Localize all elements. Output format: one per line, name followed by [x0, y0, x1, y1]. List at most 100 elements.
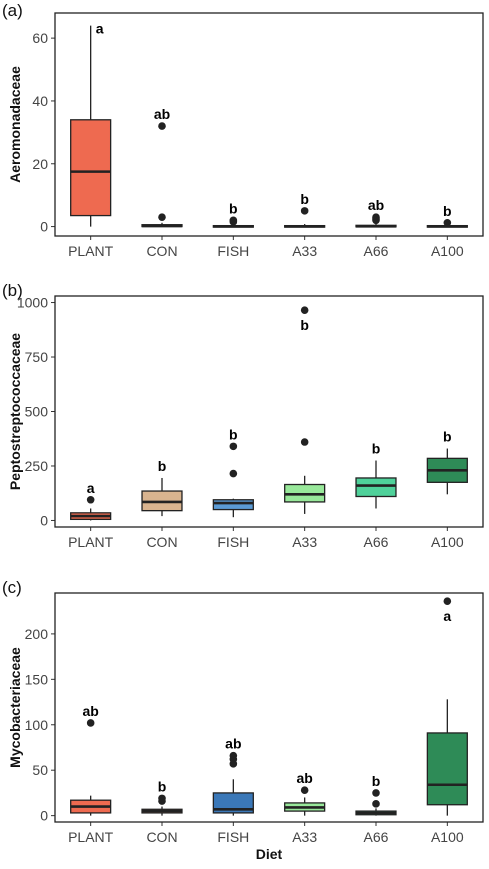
box-a66: b [355, 441, 397, 509]
box-fish: b [212, 200, 254, 228]
y-tick-label: 50 [32, 762, 48, 778]
y-axis-label: Mycobacteriaceae [7, 647, 23, 768]
box-body [212, 499, 254, 511]
x-tick-label: CON [146, 534, 177, 550]
y-tick-label: 500 [25, 404, 49, 420]
box-a100: a [426, 597, 468, 816]
x-tick-label: A33 [292, 829, 317, 845]
x-tick-label: A100 [431, 243, 464, 259]
box-body [355, 477, 397, 498]
x-tick-label: CON [146, 829, 177, 845]
outlier-point [300, 786, 309, 794]
y-axis-label: Aeromonadaceae [7, 66, 23, 183]
x-tick-label: A66 [364, 243, 389, 259]
outlier-point [86, 495, 95, 504]
panel-label: (c) [2, 578, 22, 597]
plot-frame [54, 12, 484, 237]
outlier-point [158, 794, 166, 803]
box-con: ab [141, 106, 183, 228]
outlier-point [443, 219, 452, 227]
y-tick-label: 60 [32, 30, 48, 46]
significance-label: a [96, 21, 104, 37]
box-a33: ab [284, 770, 326, 816]
outlier-point [158, 122, 166, 130]
y-tick-label: 0 [40, 512, 48, 528]
box-plant: a [70, 480, 112, 521]
outlier-point [229, 751, 238, 760]
outlier-point [300, 438, 309, 446]
x-tick-label: A66 [364, 829, 389, 845]
significance-label: ab [296, 770, 312, 786]
panel-2: (b) Peptostreptococcaceae 0 250 500 750 1000 a P… [2, 281, 484, 550]
outlier-point [229, 442, 238, 451]
outlier-point [372, 213, 380, 221]
panel-3: (c)Mycobacteriaceae050100150200abPLANTbC… [2, 578, 484, 862]
x-axis-label: Diet [256, 846, 283, 862]
box-con: b [141, 778, 183, 816]
panel-1: (a) Aeromonadaceae 0 20 40 60 a PLANT ab CON b FISH… [2, 1, 484, 259]
outlier-point [300, 306, 309, 314]
outlier-point [229, 469, 238, 478]
box-body [70, 119, 112, 217]
significance-label: b [300, 317, 309, 333]
y-tick-label: 100 [25, 717, 49, 733]
x-tick-label: FISH [217, 534, 249, 550]
outlier-point [443, 597, 452, 605]
x-tick-label: PLANT [68, 243, 114, 259]
x-tick-label: FISH [217, 829, 249, 845]
significance-label: ab [225, 736, 241, 752]
significance-label: ab [368, 197, 384, 213]
y-tick-label: 250 [25, 458, 49, 474]
y-tick-label: 20 [32, 156, 48, 172]
x-tick-label: FISH [217, 243, 249, 259]
significance-label: a [87, 480, 95, 496]
significance-label: b [372, 773, 381, 789]
outlier-point [372, 800, 380, 808]
box-a66: b [355, 773, 397, 816]
x-tick-label: A100 [431, 829, 464, 845]
x-tick-label: A33 [292, 243, 317, 259]
significance-label: b [229, 426, 238, 442]
box-fish: ab [212, 736, 254, 816]
significance-label: b [229, 200, 238, 216]
box-a33: b [284, 306, 326, 514]
outlier-point [86, 719, 95, 727]
y-tick-label: 0 [40, 219, 48, 235]
significance-label: b [158, 458, 167, 474]
significance-label: ab [154, 106, 170, 122]
significance-label: b [300, 191, 309, 207]
x-tick-label: PLANT [68, 534, 114, 550]
y-tick-label: 750 [25, 349, 49, 365]
outlier-point [300, 207, 309, 215]
y-tick-label: 1000 [17, 295, 48, 311]
y-axis-label: Peptostreptococcaceae [7, 333, 23, 490]
box-body [212, 792, 254, 814]
significance-label: b [443, 429, 452, 445]
box-a33: b [284, 191, 326, 228]
significance-label: b [158, 778, 167, 794]
x-tick-label: A66 [364, 534, 389, 550]
box-a100: b [426, 203, 468, 228]
panel-label: (a) [2, 1, 23, 20]
x-tick-label: CON [146, 243, 177, 259]
box-body [426, 732, 468, 806]
panel-label: (b) [2, 281, 23, 300]
x-tick-label: A33 [292, 534, 317, 550]
y-tick-label: 0 [40, 808, 48, 824]
significance-label: a [443, 608, 451, 624]
y-tick-label: 40 [32, 93, 48, 109]
box-con: b [141, 458, 183, 517]
box-fish: b [212, 426, 254, 518]
outlier-point [158, 213, 166, 221]
significance-label: b [443, 203, 452, 219]
box-plant: a [70, 21, 112, 227]
box-plant: ab [70, 703, 112, 816]
plot-frame [54, 592, 484, 823]
significance-label: ab [82, 703, 98, 719]
box-a100: b [426, 429, 468, 495]
outlier-point [229, 216, 238, 225]
x-tick-label: A100 [431, 534, 464, 550]
y-tick-label: 200 [25, 626, 49, 642]
significance-label: b [372, 441, 381, 457]
